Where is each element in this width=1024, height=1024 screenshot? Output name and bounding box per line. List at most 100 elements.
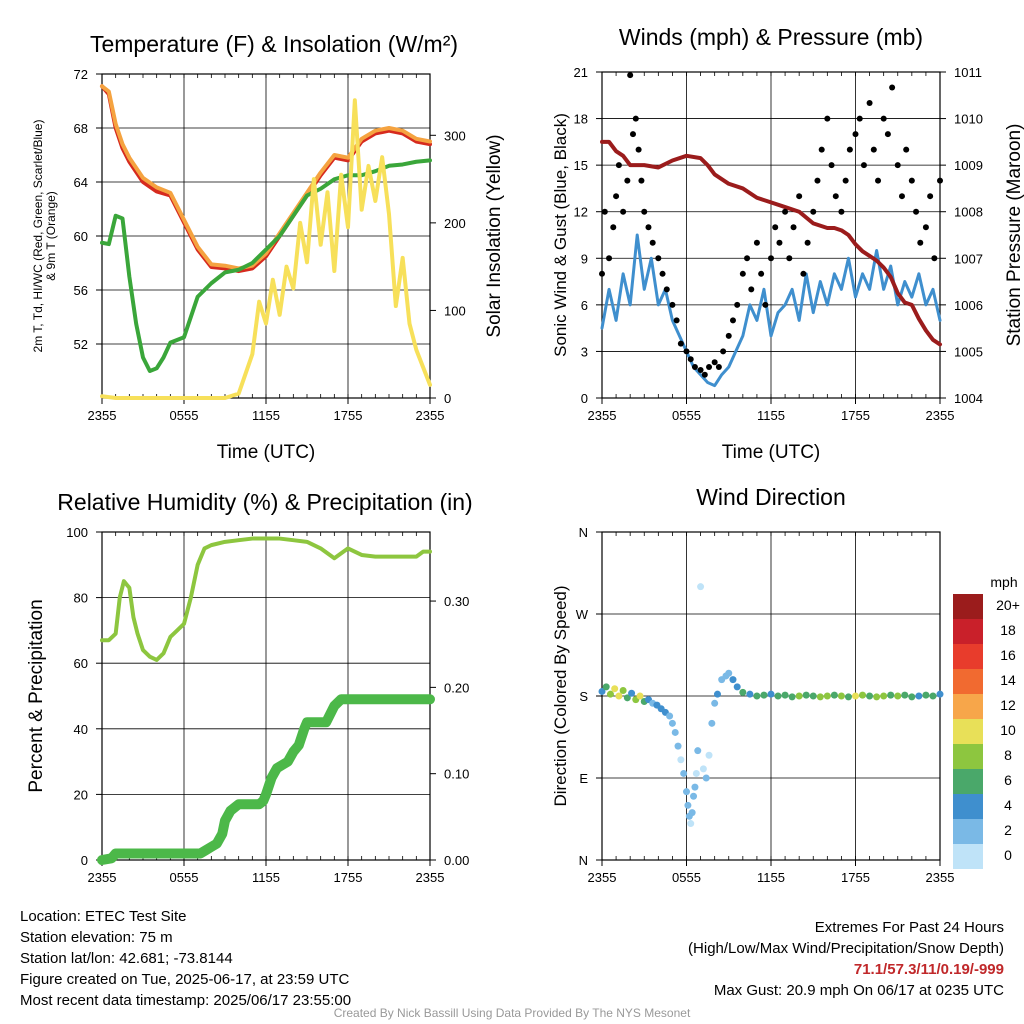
gust-point: [917, 239, 924, 246]
gust-point: [832, 193, 839, 200]
x-tick-label: 1755: [334, 870, 363, 885]
y2-tick-label: 100: [444, 303, 466, 318]
direction-point: [692, 769, 700, 777]
y2-tick-label: 0.20: [444, 680, 469, 695]
gust-point: [613, 193, 620, 200]
gust-point: [606, 255, 613, 262]
x-tick-label: 2355: [88, 408, 117, 423]
gust-point: [701, 371, 708, 378]
direction-point: [705, 751, 713, 759]
gust-point: [884, 131, 891, 138]
gust-point: [758, 270, 765, 277]
direction-point: [725, 669, 733, 677]
gust-point: [903, 146, 910, 153]
direction-point: [674, 742, 682, 750]
y2-tick-label: 0.00: [444, 853, 469, 868]
direction-point: [901, 691, 909, 699]
gust-point: [762, 301, 769, 308]
gust-point: [677, 340, 684, 347]
y-tick-label: 9: [581, 251, 588, 266]
y-tick-label: 0: [581, 391, 588, 406]
direction-point: [711, 699, 719, 707]
colorbar-label: 2: [1004, 822, 1012, 838]
direction-point: [866, 692, 874, 700]
y-axis-label-line: & 9m T (Orange): [44, 191, 58, 281]
x-tick-label: 0555: [672, 870, 701, 885]
created-text: Figure created on Tue, 2025-06-17, at 23…: [20, 971, 350, 988]
y-tick-label: N: [579, 525, 588, 540]
gust-point: [663, 286, 670, 293]
direction-point: [636, 692, 644, 700]
direction-point: [922, 691, 930, 699]
gust-point: [875, 177, 882, 184]
direction-point: [788, 693, 796, 701]
y-tick-label: 56: [74, 283, 88, 298]
direction-point: [615, 692, 623, 700]
gust-point: [828, 162, 835, 169]
gust-point: [627, 72, 634, 79]
y2-tick-label: 0: [444, 391, 451, 406]
gust-point: [796, 193, 803, 200]
x-tick-label: 1755: [841, 408, 870, 423]
gust-point: [720, 348, 727, 355]
gust-point: [786, 255, 793, 262]
x-axis-label: Time (UTC): [217, 442, 316, 463]
colorbar-label: 0: [1004, 847, 1012, 863]
y2-axis-label: Solar Insolation (Yellow): [484, 134, 505, 337]
direction-point: [837, 692, 845, 700]
direction-point: [830, 691, 838, 699]
gust-point: [691, 363, 698, 370]
colorbar-swatch: [953, 594, 983, 619]
y-tick-label: W: [576, 607, 589, 622]
gust-point: [715, 363, 722, 370]
gust-point: [927, 193, 934, 200]
gust-point: [729, 317, 736, 324]
direction-point: [852, 692, 859, 700]
colorbar-label: 4: [1004, 797, 1012, 813]
extremes-info: Extremes For Past 24 Hours (High/Low/Max…: [688, 917, 1004, 1001]
colorbar-swatch: [953, 769, 983, 794]
max-gust-text: Max Gust: 20.9 mph On 06/17 at 0235 UTC: [713, 982, 1004, 999]
y-tick-label: 60: [74, 656, 88, 671]
gust-point: [599, 270, 605, 277]
series-line: [97, 694, 435, 865]
direction-point: [602, 683, 610, 691]
gust-point: [800, 270, 807, 277]
y2-tick-label: 1011: [954, 65, 982, 80]
gust-point: [922, 224, 929, 231]
x-tick-label: 0555: [672, 408, 701, 423]
location-text: Location: ETEC Test Site: [20, 908, 187, 925]
elevation-text: Station elevation: 75 m: [20, 929, 173, 946]
gust-point: [790, 224, 797, 231]
direction-point: [680, 769, 688, 777]
gust-point: [641, 208, 648, 215]
direction-point: [767, 690, 775, 698]
gust-point: [659, 270, 666, 277]
gust-point: [776, 239, 783, 246]
direction-point: [702, 774, 710, 782]
gust-point: [725, 332, 732, 339]
gust-point: [846, 146, 853, 153]
gust-point: [615, 162, 622, 169]
panel-3: 2355 0555 1155 1755 23550204060801000.000.10…: [26, 489, 473, 885]
gust-point: [908, 177, 915, 184]
gust-point: [814, 177, 821, 184]
gust-point: [744, 255, 751, 262]
y2-tick-label: 1010: [954, 112, 983, 127]
gust-point: [711, 359, 718, 366]
x-tick-label: 1155: [252, 870, 280, 885]
direction-point: [619, 687, 627, 695]
series-line: [600, 139, 942, 347]
gust-point: [683, 348, 690, 355]
colorbar-label: 14: [1000, 672, 1016, 688]
x-tick-label: 2355: [416, 408, 445, 423]
y2-tick-label: 300: [444, 128, 466, 143]
y-axis-label: 2m T, Td, HI/WC (Red, Green, Scarlet/Blu…: [31, 120, 58, 353]
gust-point: [635, 146, 642, 153]
direction-point: [671, 728, 679, 736]
direction-point: [739, 688, 747, 696]
gust-point: [913, 208, 920, 215]
direction-point: [684, 801, 692, 809]
gust-point: [673, 317, 680, 324]
colorbar-swatch: [953, 644, 983, 669]
